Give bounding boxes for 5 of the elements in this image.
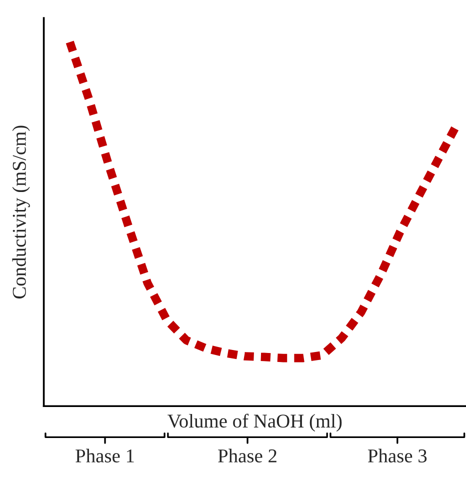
- text: Phase 1: [76, 448, 134, 462]
- text: Phase 3: [368, 448, 427, 462]
- text: Phase 2: [218, 448, 276, 462]
- y-axis-title: Conductivity (mS/cm): [12, 126, 30, 299]
- x-axis-title: Volume of NaOH (ml): [168, 414, 342, 432]
